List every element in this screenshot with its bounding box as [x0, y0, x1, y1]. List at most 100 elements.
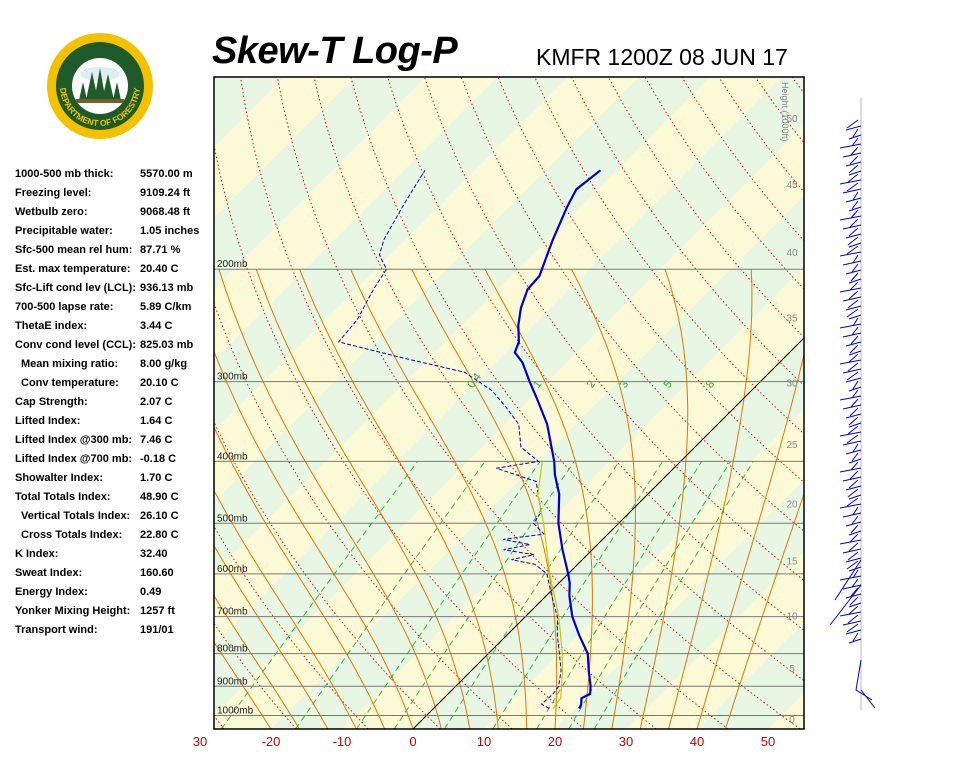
stat-label: K Index:: [15, 548, 59, 560]
stat-value: 2.07 C: [140, 396, 173, 408]
wind-barb: [851, 452, 859, 462]
stat-value: 191/01: [140, 624, 174, 636]
wind-barb: [847, 425, 859, 435]
stat-row: Precipitable water: 1.05 inches: [15, 225, 215, 244]
height-tick-label: 50: [786, 114, 798, 125]
stat-label: Sweat Index:: [15, 567, 83, 579]
stat-label: Conv cond level (CCL):: [15, 339, 137, 351]
wind-barb: [850, 272, 859, 282]
stat-label: Lifted Index:: [15, 415, 81, 427]
wind-barb: [839, 503, 862, 509]
dry-adiabat: [214, 420, 441, 729]
mixing-ratio-line: [568, 461, 731, 729]
stability-indices-panel: 1000-500 mb thick: 5570.00 m Freezing leve…: [15, 168, 215, 643]
stat-row: Energy Index: 0.49: [15, 586, 215, 605]
wind-barb: [839, 575, 862, 581]
wind-barb: [847, 299, 859, 309]
wind-barb: [849, 218, 859, 228]
isobar-label: 700mb: [217, 607, 248, 618]
wind-barb: [848, 164, 859, 174]
wind-barb: [842, 512, 862, 518]
isobar-label: 200mb: [217, 259, 248, 270]
stat-row: 700-500 lapse rate: 5.89 C/km: [15, 301, 215, 320]
x-tick-label: 0: [409, 734, 416, 749]
wind-barb: [852, 443, 859, 453]
isobar-label: 500mb: [217, 513, 248, 524]
stat-row: Freezing level: 9109.24 ft: [15, 187, 215, 206]
wind-barb: [849, 155, 859, 165]
wind-barb: [839, 467, 862, 473]
wind-barb: [852, 191, 859, 201]
temperature-band: [697, 622, 804, 729]
mixing-ratio-label: 2: [585, 379, 598, 391]
wind-barb: [847, 236, 859, 246]
stat-row: Sweat Index: 160.60: [15, 567, 215, 586]
stat-value: 160.60: [140, 567, 174, 579]
stat-value: 1.05 inches: [140, 225, 200, 237]
wind-barb: [845, 341, 862, 347]
dry-adiabat: [571, 77, 804, 387]
wind-barb: [839, 143, 862, 149]
stat-label: Mean mixing ratio:: [21, 358, 119, 370]
mixing-ratio-line: [492, 461, 664, 729]
wind-barb: [846, 308, 859, 318]
stat-row: ThetaE index: 3.44 C: [15, 320, 215, 339]
wind-barb: [842, 404, 862, 410]
wind-barb: [850, 524, 859, 534]
wind-barb: [845, 377, 862, 383]
moist-adiabat: [350, 268, 528, 729]
x-tick-label: 50: [761, 734, 775, 749]
wind-barb: [847, 488, 859, 498]
isobar-label: 900mb: [217, 676, 248, 687]
stat-label: 1000-500 mb thick:: [15, 168, 114, 180]
moist-adiabat: [484, 268, 593, 729]
height-tick-label: 0: [789, 715, 795, 726]
stat-label: Sfc-Lift cond lev (LCL):: [15, 282, 136, 294]
wind-barb: [848, 350, 862, 356]
stat-value: 3.44 C: [140, 320, 173, 332]
wind-barb: [852, 317, 859, 327]
wind-barb: [855, 659, 876, 709]
isobar-label: 400mb: [217, 451, 248, 462]
dry-adiabat: [214, 301, 513, 729]
mixing-ratio-line: [593, 461, 754, 729]
stat-value: 825.03 mb: [140, 339, 194, 351]
svg-text:OREGON: OREGON: [72, 43, 127, 63]
stat-label: 700-500 lapse rate:: [15, 301, 114, 313]
stat-row: Sfc-Lift cond lev (LCL): 936.13 mb: [15, 282, 215, 301]
moist-adiabat: [214, 426, 386, 729]
stat-value: 1.70 C: [140, 472, 173, 484]
stat-row: Yonker Mixing Height: 1257 ft: [15, 605, 215, 624]
wind-barb: [845, 485, 862, 491]
wind-barb: [848, 170, 862, 176]
temperature-profile: [513, 169, 602, 710]
wind-barb: [849, 596, 859, 606]
wind-barb: [850, 461, 859, 471]
stat-label: Precipitable water:: [15, 225, 113, 237]
moist-adiabat: [214, 544, 329, 729]
plot-area: [214, 77, 804, 729]
stat-label: Cap Strength:: [15, 396, 88, 408]
wind-barb: [847, 551, 859, 561]
chart-title: Skew-T Log-P: [212, 30, 458, 72]
moist-adiabat: [255, 269, 471, 729]
wind-barb: [848, 290, 859, 300]
tree-icon: [79, 68, 121, 102]
wind-barb: [845, 557, 862, 563]
wind-barb: [850, 398, 859, 408]
stat-row: Cross Totals Index: 22.80 C: [15, 529, 215, 548]
mixing-ratio-line: [444, 461, 620, 729]
height-tick-label: 10: [786, 611, 798, 622]
wind-barb: [842, 440, 862, 446]
mixing-ratio-label: 3: [618, 379, 631, 391]
temperature-band: [768, 693, 804, 729]
mixing-ratio-label: 5: [662, 379, 675, 391]
plot-frame: [213, 76, 805, 730]
stat-row: Vertical Totals Index: 26.10 C: [15, 510, 215, 529]
stat-label: Lifted Index @700 mb:: [15, 453, 133, 465]
moist-adiabat: [214, 594, 300, 729]
stat-label: Total Totals Index:: [15, 491, 111, 503]
stat-value: 20.40 C: [140, 263, 179, 275]
stat-value: 22.80 C: [140, 529, 179, 541]
